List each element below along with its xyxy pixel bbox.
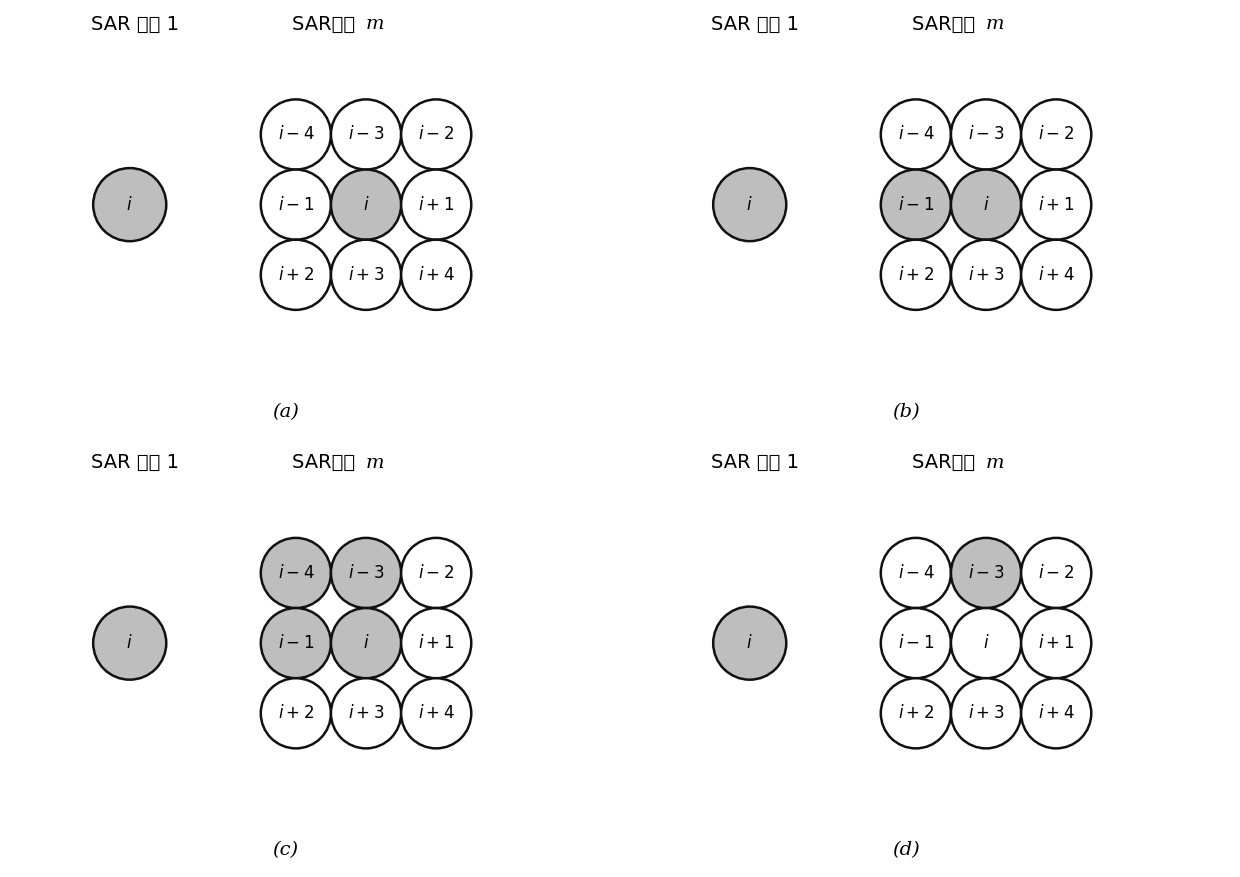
Text: $i+3$: $i+3$ <box>348 266 384 284</box>
Circle shape <box>260 169 331 239</box>
Circle shape <box>880 538 951 608</box>
Text: SAR 图像 1: SAR 图像 1 <box>711 15 799 34</box>
Text: $i-1$: $i-1$ <box>898 196 934 214</box>
Text: $i$: $i$ <box>746 196 753 214</box>
Text: $i+4$: $i+4$ <box>418 266 455 284</box>
Circle shape <box>1021 608 1091 678</box>
Text: $i-1$: $i-1$ <box>898 634 934 652</box>
Circle shape <box>331 608 401 678</box>
Circle shape <box>880 608 951 678</box>
Circle shape <box>951 239 1021 310</box>
Circle shape <box>331 99 401 169</box>
Text: $i+1$: $i+1$ <box>1038 634 1074 652</box>
Text: (d): (d) <box>892 841 920 859</box>
Text: $i$: $i$ <box>363 634 370 652</box>
Text: $i-4$: $i-4$ <box>898 564 934 582</box>
Text: SAR图像: SAR图像 <box>291 453 361 473</box>
Text: $i+2$: $i+2$ <box>898 704 934 723</box>
Circle shape <box>93 607 166 680</box>
Circle shape <box>401 608 471 678</box>
Text: $i-2$: $i-2$ <box>1038 564 1074 582</box>
Text: $i-2$: $i-2$ <box>1038 125 1074 144</box>
Text: $i-4$: $i-4$ <box>898 125 934 144</box>
Text: $i+2$: $i+2$ <box>278 704 314 723</box>
Text: SAR 图像 1: SAR 图像 1 <box>91 15 179 34</box>
Circle shape <box>331 538 401 608</box>
Text: $i-3$: $i-3$ <box>968 564 1004 582</box>
Circle shape <box>951 678 1021 748</box>
Text: $i+4$: $i+4$ <box>418 704 455 723</box>
Text: SAR图像: SAR图像 <box>911 453 981 473</box>
Text: SAR图像: SAR图像 <box>291 15 361 34</box>
Circle shape <box>401 99 471 169</box>
Text: $i-3$: $i-3$ <box>348 125 384 144</box>
Text: m: m <box>366 454 384 472</box>
Text: $i+4$: $i+4$ <box>1038 266 1075 284</box>
Text: $i+1$: $i+1$ <box>1038 196 1074 214</box>
Text: $i-3$: $i-3$ <box>968 125 1004 144</box>
Circle shape <box>93 168 166 241</box>
Circle shape <box>260 538 331 608</box>
Circle shape <box>880 678 951 748</box>
Text: SAR 图像 1: SAR 图像 1 <box>91 453 179 473</box>
Text: (a): (a) <box>273 403 299 421</box>
Text: $i+3$: $i+3$ <box>968 704 1004 723</box>
Text: $i$: $i$ <box>363 196 370 214</box>
Circle shape <box>880 239 951 310</box>
Text: $i-2$: $i-2$ <box>418 564 454 582</box>
Text: SAR 图像 1: SAR 图像 1 <box>711 453 799 473</box>
Circle shape <box>401 678 471 748</box>
Circle shape <box>880 99 951 169</box>
Circle shape <box>1021 538 1091 608</box>
Text: $i+2$: $i+2$ <box>898 266 934 284</box>
Text: $i$: $i$ <box>983 196 990 214</box>
Text: SAR图像: SAR图像 <box>911 15 981 34</box>
Circle shape <box>951 169 1021 239</box>
Text: $i+3$: $i+3$ <box>348 704 384 723</box>
Circle shape <box>260 239 331 310</box>
Text: m: m <box>366 16 384 33</box>
Text: $i-1$: $i-1$ <box>278 634 314 652</box>
Text: (b): (b) <box>892 403 920 421</box>
Circle shape <box>1021 678 1091 748</box>
Circle shape <box>401 538 471 608</box>
Circle shape <box>880 169 951 239</box>
Circle shape <box>260 678 331 748</box>
Circle shape <box>713 607 786 680</box>
Text: (c): (c) <box>273 841 299 859</box>
Text: $i+2$: $i+2$ <box>278 266 314 284</box>
Circle shape <box>1021 169 1091 239</box>
Circle shape <box>951 538 1021 608</box>
Circle shape <box>951 608 1021 678</box>
Text: $i$: $i$ <box>126 634 133 652</box>
Circle shape <box>260 608 331 678</box>
Text: $i+1$: $i+1$ <box>418 196 454 214</box>
Circle shape <box>401 169 471 239</box>
Text: $i+3$: $i+3$ <box>968 266 1004 284</box>
Circle shape <box>260 99 331 169</box>
Circle shape <box>331 239 401 310</box>
Text: $i+1$: $i+1$ <box>418 634 454 652</box>
Text: $i$: $i$ <box>126 196 133 214</box>
Text: $i-4$: $i-4$ <box>278 125 314 144</box>
Text: $i-3$: $i-3$ <box>348 564 384 582</box>
Circle shape <box>401 239 471 310</box>
Text: $i$: $i$ <box>983 634 990 652</box>
Circle shape <box>951 99 1021 169</box>
Circle shape <box>713 168 786 241</box>
Text: $i$: $i$ <box>746 634 753 652</box>
Circle shape <box>331 678 401 748</box>
Circle shape <box>1021 239 1091 310</box>
Text: m: m <box>986 16 1004 33</box>
Text: $i-4$: $i-4$ <box>278 564 314 582</box>
Text: $i-2$: $i-2$ <box>418 125 454 144</box>
Text: m: m <box>986 454 1004 472</box>
Text: $i+4$: $i+4$ <box>1038 704 1075 723</box>
Circle shape <box>331 169 401 239</box>
Circle shape <box>1021 99 1091 169</box>
Text: $i-1$: $i-1$ <box>278 196 314 214</box>
